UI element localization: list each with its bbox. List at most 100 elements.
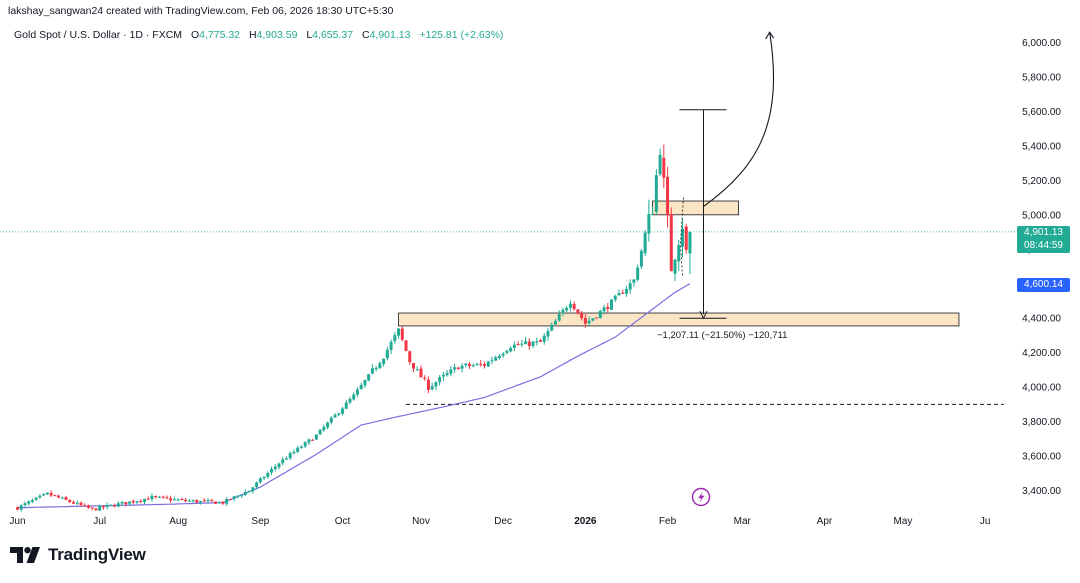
candle-body: [542, 335, 546, 342]
candle-body: [550, 324, 554, 331]
candle-body: [632, 279, 636, 283]
candle-body: [243, 492, 247, 496]
candle-body: [456, 367, 460, 370]
time-tick-label: Apr: [817, 516, 833, 527]
candle: [27, 500, 31, 506]
candle: [157, 496, 161, 498]
candle-body: [524, 341, 528, 345]
candle: [34, 497, 38, 502]
candle-body: [501, 353, 505, 356]
price-tick-label: 4,000.00: [1022, 383, 1061, 394]
symbol-name[interactable]: Gold Spot / U.S. Dollar · 1D · FXCM: [14, 29, 183, 41]
candle: [486, 360, 490, 367]
candle-body: [292, 451, 296, 454]
candle-body: [161, 496, 165, 498]
candle-body: [270, 468, 274, 473]
candle: [610, 298, 614, 310]
candle: [191, 499, 195, 503]
price-tick-label: 5,600.00: [1022, 107, 1061, 118]
candle-body: [142, 498, 146, 502]
candle: [557, 310, 561, 322]
candle-body: [546, 330, 550, 337]
candle: [217, 501, 221, 504]
tradingview-branding[interactable]: TradingView: [10, 545, 146, 565]
candle: [430, 382, 434, 391]
candle-body: [348, 398, 352, 403]
candle: [583, 314, 587, 328]
candle: [109, 504, 113, 506]
candle: [662, 144, 666, 189]
candle-body: [509, 348, 513, 352]
candle-body: [221, 501, 225, 504]
candle: [509, 346, 513, 353]
candle: [621, 289, 625, 295]
candle: [524, 337, 528, 345]
candle-body: [228, 499, 232, 501]
candle: [314, 434, 318, 441]
projection-arrow: [703, 32, 775, 207]
time-tick-label: Mar: [734, 516, 752, 527]
candle-body: [131, 500, 135, 503]
candle: [561, 307, 565, 317]
candle-body: [535, 341, 539, 343]
candle: [146, 496, 150, 500]
candle-body: [441, 374, 445, 377]
candle-body: [60, 497, 64, 499]
candle-body: [318, 429, 322, 435]
candle: [359, 382, 363, 390]
candle-body: [490, 360, 494, 362]
time-tick-label: Jun: [9, 516, 25, 527]
close-key: C: [361, 29, 370, 41]
candle: [482, 361, 486, 369]
candle: [184, 498, 188, 503]
candle-body: [382, 358, 386, 365]
candle-body: [352, 394, 356, 400]
candle-body: [322, 426, 326, 431]
candle-body: [400, 328, 404, 340]
candle-body: [539, 340, 543, 342]
candle: [23, 501, 27, 507]
candle-body: [378, 363, 382, 369]
price-axis[interactable]: 6,000.00 5,800.00 5,600.00 5,400.00 5,200.00…: [1022, 38, 1061, 497]
candle-body: [101, 505, 105, 508]
candle-body: [135, 501, 139, 503]
candle-body: [344, 402, 348, 409]
candle-body: [677, 245, 681, 262]
ma-price-label: 4,600.14: [1017, 278, 1070, 292]
candle-body: [169, 498, 173, 501]
candle-body: [311, 439, 315, 441]
candle-body: [415, 369, 419, 371]
candle: [367, 373, 371, 382]
candle-body: [419, 368, 423, 378]
time-axis[interactable]: Jun Jul Aug Sep Oct Nov Dec 2026 Feb Mar Apr May Ju: [9, 516, 990, 527]
candle-body: [232, 496, 236, 499]
tradingview-logo-icon: [10, 547, 40, 563]
candle-body: [587, 320, 591, 324]
event-marker[interactable]: [691, 487, 711, 507]
candle-body: [30, 500, 34, 502]
candle: [228, 498, 232, 501]
candle-body: [217, 501, 221, 504]
candle-body: [299, 446, 303, 449]
candle: [602, 304, 606, 315]
candle-body: [206, 500, 210, 502]
candle: [94, 508, 98, 511]
candle-body: [213, 501, 217, 504]
candle: [255, 481, 259, 490]
candle: [587, 316, 591, 326]
candle-body: [673, 259, 677, 274]
candle-body: [266, 473, 270, 478]
candle-body: [139, 500, 143, 502]
candle-body: [255, 482, 259, 488]
candle-body: [527, 341, 531, 347]
candle-body: [438, 377, 442, 382]
candle-body: [329, 417, 333, 423]
candle-body: [187, 500, 191, 502]
candle: [613, 294, 617, 302]
candle: [344, 400, 348, 410]
candle: [565, 306, 569, 313]
candle: [75, 500, 79, 506]
candle: [329, 416, 333, 425]
candle-body: [602, 307, 606, 312]
